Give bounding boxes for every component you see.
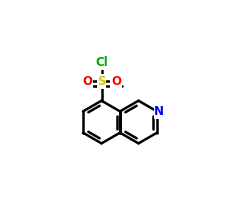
Text: O: O [111, 75, 121, 88]
Text: S: S [97, 75, 106, 88]
Text: Cl: Cl [95, 56, 108, 69]
Text: N: N [154, 105, 164, 118]
Text: O: O [82, 75, 92, 88]
